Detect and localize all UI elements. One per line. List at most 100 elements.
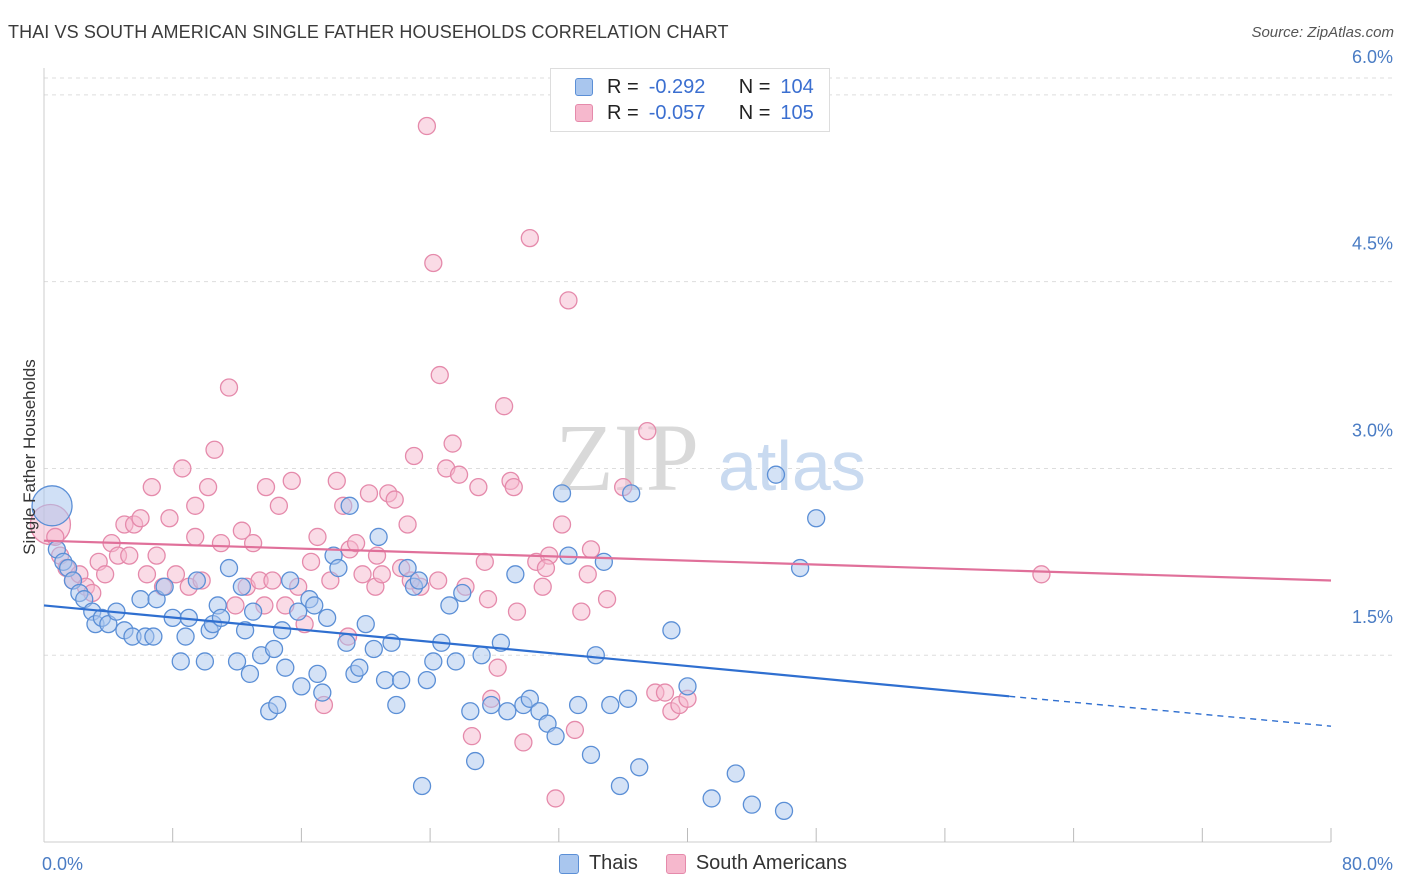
south-americans-point bbox=[353, 565, 372, 584]
thais-point bbox=[461, 702, 480, 721]
x-tick-label-min: 0.0% bbox=[42, 854, 83, 874]
thais-point bbox=[350, 658, 369, 677]
thais-point bbox=[375, 670, 395, 690]
south-americans-point bbox=[95, 565, 115, 584]
legend-label-south-americans: South Americans bbox=[695, 852, 848, 874]
south-americans-point bbox=[219, 378, 239, 397]
thais-point bbox=[630, 758, 649, 777]
thais-point bbox=[264, 639, 284, 659]
thais-point bbox=[329, 558, 348, 578]
thais-point bbox=[506, 565, 525, 584]
thais-point bbox=[305, 596, 324, 615]
thais-point bbox=[171, 652, 190, 671]
south-americans-point bbox=[507, 602, 527, 621]
south-americans-point bbox=[226, 596, 245, 615]
south-americans-point bbox=[142, 477, 161, 497]
legend-n-value: 104 bbox=[780, 75, 814, 98]
chart-title: THAI VS SOUTH AMERICAN SINGLE FATHER HOU… bbox=[8, 22, 729, 42]
thais-trend-extension bbox=[1009, 695, 1332, 727]
thais-point bbox=[678, 677, 697, 696]
south-americans-point bbox=[186, 496, 205, 515]
south-americans-point bbox=[424, 253, 443, 273]
trend-lines bbox=[43, 539, 1332, 727]
thais-point bbox=[240, 664, 260, 684]
thais-point bbox=[276, 658, 295, 677]
legend-row-south-americans: R = -0.057 N = 105 bbox=[575, 101, 814, 125]
source-credit: Source: ZipAtlas.com bbox=[1251, 24, 1394, 41]
watermark-atlas: atlas bbox=[718, 427, 866, 505]
south-americans-point bbox=[514, 733, 533, 752]
thais-point bbox=[618, 689, 638, 708]
south-americans-point bbox=[131, 509, 150, 528]
thais-point bbox=[546, 727, 565, 746]
legend-r-label: R = bbox=[607, 75, 639, 98]
thais-point bbox=[398, 558, 417, 578]
thais-point bbox=[498, 702, 517, 721]
south-americans-point bbox=[385, 490, 404, 509]
legend-item-south-americans: South Americans bbox=[665, 852, 848, 875]
south-americans-point bbox=[211, 534, 231, 553]
south-americans-point bbox=[559, 291, 578, 310]
thais-point bbox=[243, 602, 263, 621]
south-americans-point bbox=[462, 727, 482, 746]
watermark: ZIP atlas bbox=[555, 404, 866, 511]
south-americans-point bbox=[533, 577, 552, 596]
legend-row-thais: R = -0.292 N = 104 bbox=[575, 75, 814, 99]
thais-point bbox=[766, 465, 786, 484]
south-americans-point bbox=[301, 552, 321, 571]
thais-point bbox=[568, 695, 588, 715]
axes bbox=[43, 68, 1332, 843]
legend-n-label: N = bbox=[738, 75, 771, 98]
y-tick-label: 1.5% bbox=[1352, 607, 1393, 627]
south-americans-point bbox=[536, 558, 556, 578]
thais-point bbox=[308, 664, 327, 684]
south-americans-point bbox=[417, 116, 437, 136]
south-americans-point bbox=[205, 440, 224, 459]
y-tick-label: 6.0% bbox=[1352, 47, 1393, 67]
stats-legend: R = -0.292 N = 104 R = -0.057 N = 105 bbox=[550, 68, 830, 132]
south-americans-point bbox=[578, 565, 597, 584]
thais-point bbox=[662, 621, 681, 640]
thais-point bbox=[235, 621, 255, 640]
south-americans-point bbox=[232, 521, 252, 540]
thais-point bbox=[622, 484, 641, 503]
thais-point bbox=[472, 646, 491, 665]
thais-point bbox=[317, 608, 337, 628]
series-thais bbox=[31, 465, 826, 821]
south-americans-point bbox=[428, 571, 448, 590]
south-americans-point bbox=[488, 658, 507, 677]
thais-point bbox=[337, 633, 356, 652]
thais-point bbox=[581, 745, 601, 764]
thais-point bbox=[610, 776, 630, 796]
south-americans-point bbox=[475, 552, 494, 571]
south-americans-point bbox=[469, 477, 488, 497]
south-americans-point bbox=[269, 496, 289, 515]
thais-point bbox=[232, 577, 252, 596]
legend-r-value: -0.057 bbox=[648, 101, 706, 124]
thais-point bbox=[272, 621, 292, 640]
legend-r-value: -0.292 bbox=[648, 75, 706, 98]
thais-point bbox=[387, 695, 406, 715]
south-americans-point bbox=[504, 477, 523, 497]
series-legend: Thais South Americans bbox=[0, 852, 1406, 875]
thais-point bbox=[340, 496, 359, 515]
south-americans-point bbox=[282, 471, 301, 491]
thais-point bbox=[356, 614, 375, 634]
south-americans-point bbox=[308, 527, 327, 547]
south-americans-point bbox=[137, 565, 157, 584]
legend-label-thais: Thais bbox=[588, 852, 638, 874]
thais-point bbox=[391, 670, 411, 690]
thais-point bbox=[280, 571, 300, 590]
thais-point bbox=[807, 509, 826, 528]
thais-point bbox=[227, 652, 247, 671]
thais-point bbox=[369, 527, 388, 547]
y-axis-label: Single Father Households bbox=[20, 359, 39, 555]
thais-point bbox=[774, 801, 794, 821]
thais-legend-swatch bbox=[558, 853, 579, 874]
south-americans-point bbox=[263, 571, 282, 590]
thais-point bbox=[586, 646, 605, 665]
south-americans-legend-swatch bbox=[665, 853, 686, 874]
south-americans-point bbox=[520, 228, 539, 248]
south-americans-point bbox=[430, 365, 449, 385]
